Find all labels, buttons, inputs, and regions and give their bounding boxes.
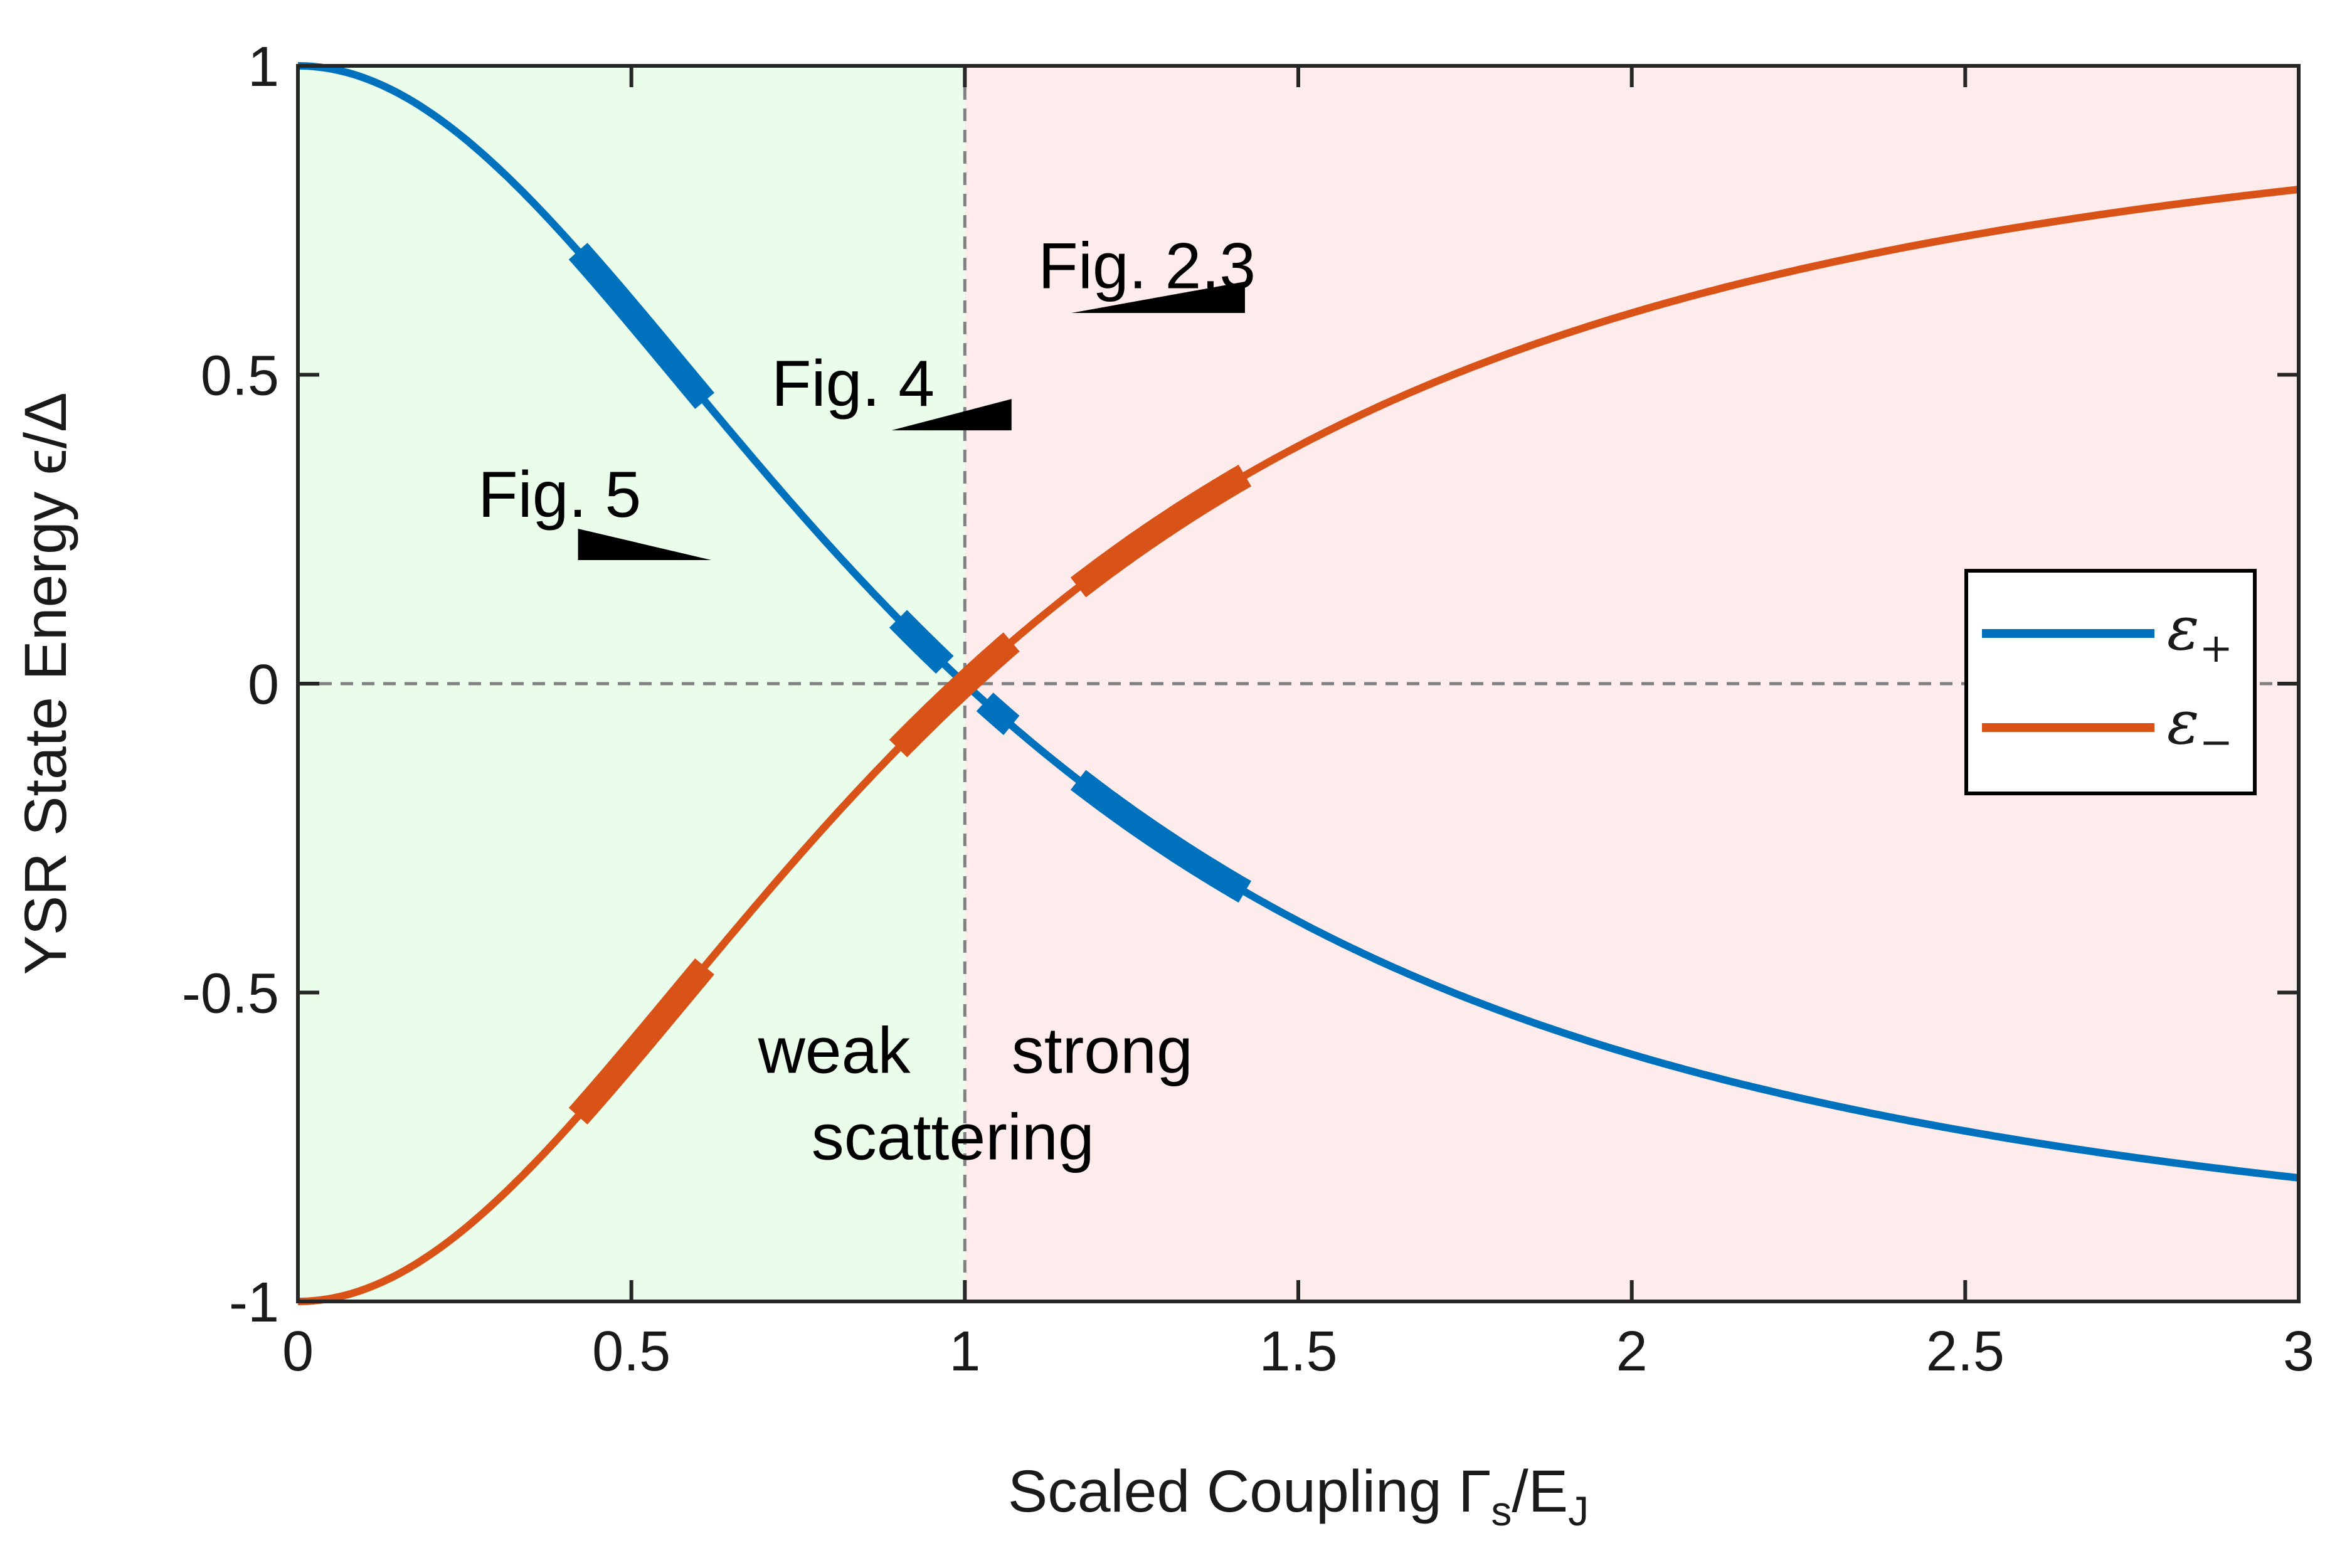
y-tick-label: -0.5 <box>182 963 279 1025</box>
y-tick-label: 0 <box>248 654 279 716</box>
series-highlight-0-2 <box>976 692 1020 735</box>
axis-ticks: 0 0.5 1 1.5 2 2.5 3 -1 -0.5 0 0.5 1 <box>182 36 2314 1383</box>
y-tick-label: -1 <box>229 1271 279 1334</box>
annotations: Fig. 5 Fig. 4 Fig. 2,3 weak strong scattering <box>478 230 1256 1174</box>
figure-markers <box>578 282 1245 560</box>
annotation-1: Fig. 4 <box>771 347 935 420</box>
legend-label-eps-minus: ε− <box>2167 687 2233 766</box>
figure-marker-1 <box>891 399 1012 431</box>
annotation-3: weak <box>758 1015 911 1088</box>
x-tick-label: 0.5 <box>592 1320 670 1383</box>
legend-box <box>1964 569 2257 795</box>
annotation-5: scattering <box>812 1101 1094 1173</box>
annotation-2: Fig. 2,3 <box>1038 230 1256 303</box>
x-tick-label: 1.5 <box>1259 1320 1337 1383</box>
series-highlight-1-0 <box>568 958 714 1125</box>
x-tick-label: 3 <box>2283 1320 2314 1383</box>
x-tick-label: 2.5 <box>1926 1320 2005 1383</box>
y-tick-label: 0.5 <box>201 345 279 408</box>
annotation-0: Fig. 5 <box>478 458 641 531</box>
y-tick-label: 1 <box>248 36 279 98</box>
x-tick-label: 0 <box>282 1320 314 1383</box>
figure-marker-2 <box>1071 282 1245 313</box>
annotation-4: strong <box>1012 1015 1193 1088</box>
legend: ε+ ε− <box>1964 569 2257 795</box>
x-tick-label: 1 <box>949 1320 980 1383</box>
series-highlight-0-0 <box>568 243 714 410</box>
series-highlight-1-2 <box>1070 464 1252 598</box>
figure-marker-0 <box>578 529 712 560</box>
y-axis-title: YSR State Energy ϵ/Δ <box>13 392 79 975</box>
series-highlight-0-3 <box>1070 770 1252 903</box>
series-highlight-0-1 <box>889 610 954 674</box>
x-tick-label: 2 <box>1616 1320 1648 1383</box>
series-highlight-1-1 <box>889 632 1020 758</box>
x-axis-title: Scaled Coupling Γs/EJ <box>1008 1458 1589 1534</box>
legend-label-eps-plus: ε+ <box>2167 593 2233 672</box>
series-lines <box>297 62 2299 1305</box>
